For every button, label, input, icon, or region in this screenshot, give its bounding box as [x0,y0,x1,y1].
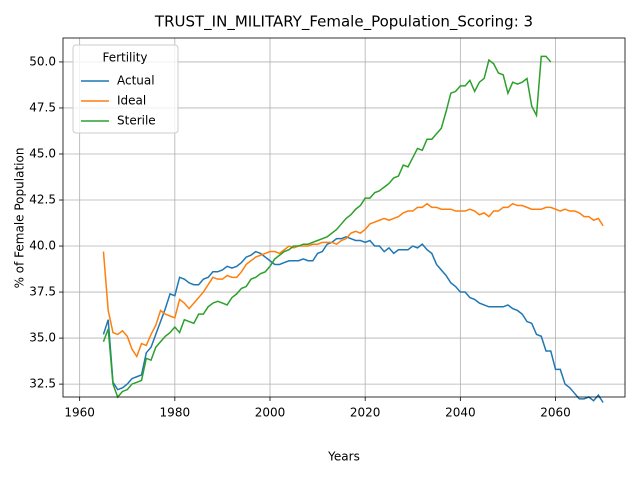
line-series [102,202,604,359]
x-tick-label: 2060 [540,406,571,420]
x-tick-label: 2020 [350,406,381,420]
x-tick-label: 2000 [255,406,286,420]
y-tick-label: 47.5 [29,100,56,114]
line-series [102,55,552,399]
legend-label: Sterile [117,114,156,128]
y-tick-label: 35.0 [29,331,56,345]
y-tick-label: 42.5 [29,193,56,207]
legend-label: Ideal [117,94,146,108]
x-tick-label: 1960 [64,406,95,420]
y-tick-label: 37.5 [29,285,56,299]
chart-title: TRUST_IN_MILITARY_Female_Population_Scor… [154,13,533,32]
line-series [102,236,604,403]
legend-label: Actual [117,74,155,88]
x-tick-label: 2040 [445,406,476,420]
x-axis-label: Years [327,450,360,464]
y-axis-label: % of Female Population [13,148,27,289]
legend-box [72,44,179,134]
y-tick-label: 32.5 [29,377,56,391]
legend-title: Fertility [102,51,147,65]
y-tick-label: 45.0 [29,146,56,160]
y-tick-label: 40.0 [29,239,56,253]
plot-frame [62,37,626,398]
y-tick-label: 50.0 [29,54,56,68]
x-tick-label: 1980 [160,406,191,420]
